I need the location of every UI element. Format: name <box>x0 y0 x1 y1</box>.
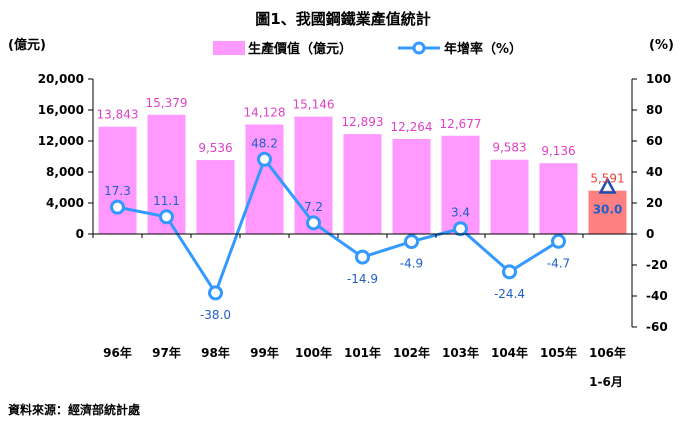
growth-rate-label: -4.9 <box>400 257 423 271</box>
category-label: 102年 <box>393 345 430 360</box>
growth-rate-marker-triangle <box>598 176 617 194</box>
bar-value-label: 12,677 <box>440 117 482 131</box>
left-axis-unit: (億元) <box>8 37 46 53</box>
category-label: 106年 <box>589 345 626 360</box>
right-tick-label: 20 <box>646 196 663 210</box>
growth-rate-marker <box>257 151 272 167</box>
bar <box>294 116 333 234</box>
bar <box>245 124 284 234</box>
right-tick-label: -20 <box>646 258 668 272</box>
bar-value-label: 12,264 <box>391 120 433 134</box>
category-label: 99年 <box>250 345 279 360</box>
bar <box>588 190 627 234</box>
bar <box>98 126 137 234</box>
growth-rate-marker <box>110 199 125 215</box>
growth-rate-label: 30.0 <box>593 203 623 217</box>
right-tick-label: -40 <box>646 289 668 303</box>
growth-rate-label: 17.3 <box>104 184 131 198</box>
left-tick-label: 8,000 <box>46 165 84 179</box>
bar-value-label: 15,379 <box>146 96 188 110</box>
bar <box>490 159 529 234</box>
category-label: 98年 <box>201 345 230 360</box>
growth-rate-marker <box>159 209 174 225</box>
growth-rate-marker <box>551 233 566 249</box>
left-tick-label: 4,000 <box>46 196 84 210</box>
category-label: 104年 <box>491 345 528 360</box>
left-tick-label: 12,000 <box>38 134 84 148</box>
category-label: 103年 <box>442 345 479 360</box>
bar <box>392 138 431 234</box>
category-label: 100年 <box>295 345 332 360</box>
right-tick-label: -60 <box>646 320 668 334</box>
bar-value-label: 9,536 <box>198 141 232 155</box>
bar <box>539 163 578 234</box>
legend-line-marker <box>412 41 426 55</box>
category-label: 101年 <box>344 345 381 360</box>
bar <box>441 135 480 234</box>
bar-value-label: 14,128 <box>244 106 286 120</box>
bar <box>196 160 235 234</box>
bar-value-label: 12,893 <box>342 115 384 129</box>
bar-value-label: 5,591 <box>590 172 624 186</box>
bar-value-label: 13,843 <box>97 108 139 122</box>
left-tick-label: 0 <box>76 227 84 241</box>
bar-value-label: 9,583 <box>492 141 526 155</box>
right-axis-unit: (%) <box>649 38 674 53</box>
legend: 生產價值（億元） 年增率（%） <box>213 41 522 57</box>
right-tick-label: 40 <box>646 165 663 179</box>
growth-rate-marker <box>306 215 321 231</box>
bar-value-label: 9,136 <box>541 144 575 158</box>
legend-bar-label: 生產價值（億元） <box>248 41 352 57</box>
growth-rate-marker <box>208 285 223 301</box>
right-tick-label: 80 <box>646 103 663 117</box>
growth-rate-marker <box>355 249 370 265</box>
left-tick-label: 16,000 <box>38 103 84 117</box>
legend-bar-swatch <box>213 41 245 55</box>
category-sublabel: 1-6月 <box>589 375 623 389</box>
growth-rate-label: -38.0 <box>200 308 231 322</box>
right-tick-label: 60 <box>646 134 663 148</box>
growth-rate-label: -14.9 <box>347 272 378 286</box>
growth-rate-marker <box>453 221 468 237</box>
growth-rate-label: 3.4 <box>451 206 470 220</box>
growth-rate-label: 48.2 <box>251 136 278 150</box>
growth-rate-label: -24.4 <box>494 287 525 301</box>
category-label: 96年 <box>103 345 132 360</box>
left-tick-label: 20,000 <box>38 72 84 86</box>
right-tick-label: 0 <box>646 227 654 241</box>
right-tick-label: 100 <box>646 72 671 86</box>
growth-rate-label: 11.1 <box>153 194 180 208</box>
growth-rate-marker <box>502 264 517 280</box>
category-label: 97年 <box>152 345 181 360</box>
category-label: 105年 <box>540 345 577 360</box>
growth-rate-label: 7.2 <box>304 200 323 214</box>
legend-line-label: 年增率（%） <box>444 41 522 57</box>
chart-title: 圖1、我國鋼鐵業產值統計 <box>255 10 430 28</box>
bar-value-label: 15,146 <box>293 98 335 112</box>
growth-rate-line <box>117 156 560 297</box>
growth-rate-label: -4.7 <box>547 256 570 270</box>
source-note: 資料來源：經濟部統計處 <box>8 402 140 417</box>
growth-rate-marker <box>404 234 419 250</box>
bar <box>343 134 382 234</box>
